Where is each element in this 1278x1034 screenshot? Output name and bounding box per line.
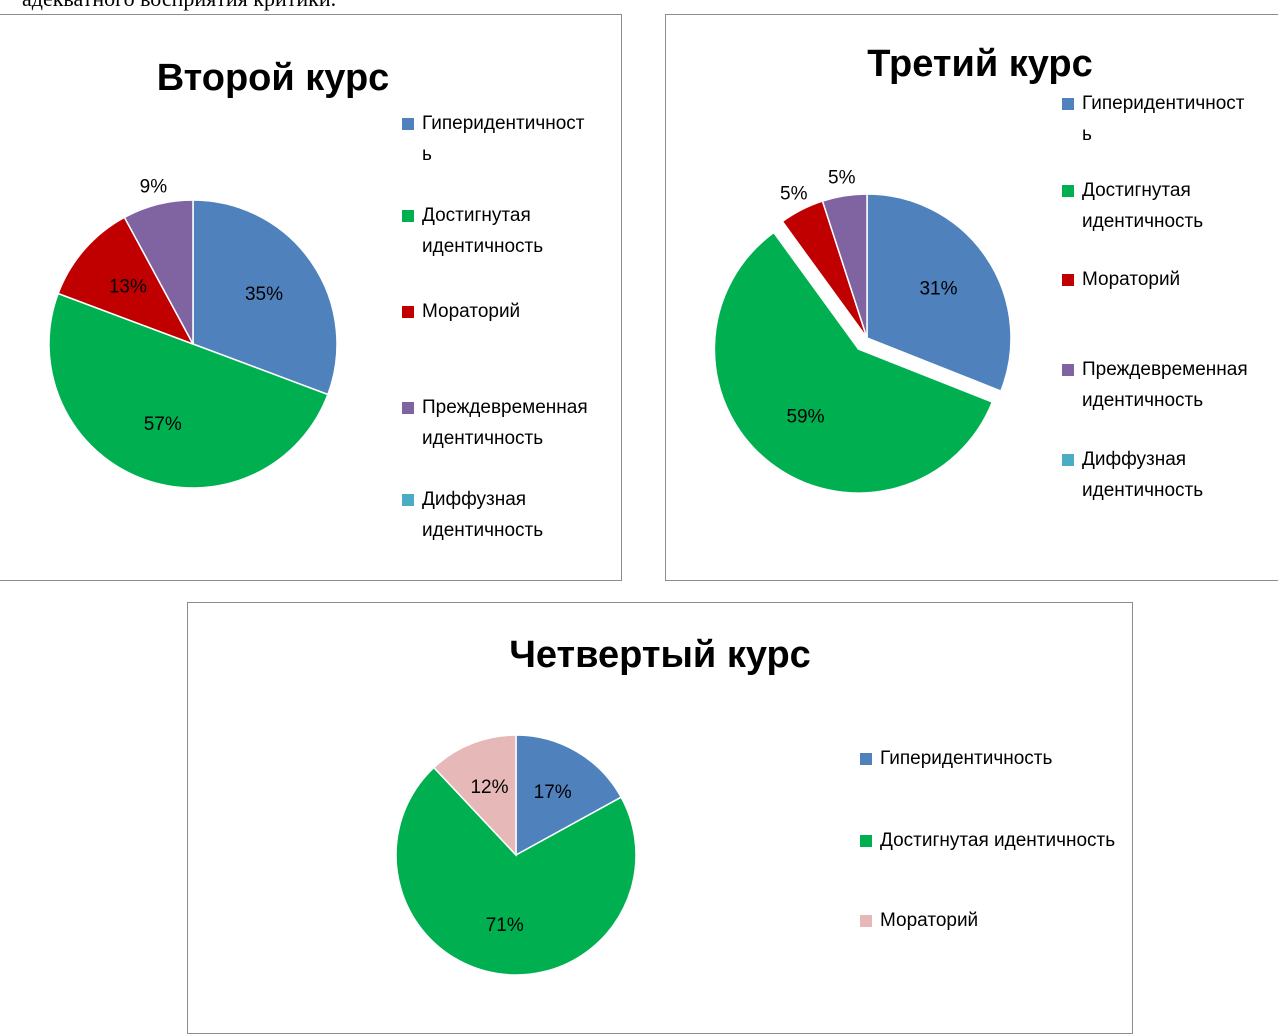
legend-swatch bbox=[1062, 274, 1074, 286]
data-label: 31% bbox=[919, 278, 957, 299]
legend-entry: Достигнутая идентичность bbox=[402, 200, 592, 262]
data-label: 17% bbox=[534, 782, 572, 803]
legend-label: Достигнутая идентичность bbox=[422, 205, 544, 257]
legend-swatch bbox=[1062, 364, 1074, 376]
legend-entry: Диффузная идентичность bbox=[1062, 444, 1252, 506]
legend-label: Преждевременная идентичность bbox=[422, 397, 588, 449]
legend-label: Достигнутая идентичность bbox=[880, 830, 1116, 851]
legend-label: Гиперидентичность bbox=[880, 748, 1053, 769]
legend-entry: Достигнутая идентичность bbox=[1062, 175, 1252, 237]
legend-label: Мораторий bbox=[880, 910, 979, 931]
legend-swatch bbox=[402, 306, 414, 318]
legend-label: Преждевременная идентичность bbox=[1082, 359, 1248, 411]
legend-swatch bbox=[1062, 185, 1074, 197]
legend-entry: Гиперидентичность bbox=[860, 743, 1120, 774]
legend-entry: Гиперидентичность bbox=[402, 108, 592, 170]
legend-label: Диффузная идентичность bbox=[422, 489, 544, 541]
legend-entry: Диффузная идентичность bbox=[402, 484, 592, 546]
pie-slice bbox=[432, 734, 517, 857]
legend-label: Гиперидентичность bbox=[1082, 93, 1245, 145]
legend-swatch bbox=[1062, 98, 1074, 110]
data-label: 35% bbox=[245, 284, 283, 305]
legend-swatch bbox=[860, 753, 872, 765]
legend-swatch bbox=[860, 835, 872, 847]
legend-label: Мораторий bbox=[1082, 269, 1181, 290]
data-label: 59% bbox=[786, 406, 824, 427]
legend-swatch bbox=[860, 915, 872, 927]
data-label: 5% bbox=[828, 168, 856, 189]
legend-entry: Преждевременная идентичность bbox=[402, 392, 592, 454]
legend-swatch bbox=[402, 494, 414, 506]
data-label: 12% bbox=[470, 777, 508, 798]
legend-swatch bbox=[402, 118, 414, 130]
legend-swatch bbox=[1062, 454, 1074, 466]
legend-label: Гиперидентичность bbox=[422, 113, 585, 165]
legend-swatch bbox=[402, 210, 414, 222]
text-fragment: адекватного восприятия критики. bbox=[22, 0, 336, 12]
legend-label: Мораторий bbox=[422, 301, 521, 322]
pie-slice bbox=[515, 734, 623, 857]
pie-slice bbox=[123, 199, 194, 345]
pie-slice bbox=[713, 231, 994, 494]
chart-title: Четвертый курс bbox=[509, 634, 811, 676]
pie-slice bbox=[821, 193, 868, 339]
chart-frame bbox=[187, 602, 1133, 1034]
legend-swatch bbox=[402, 402, 414, 414]
data-label: 71% bbox=[486, 915, 524, 936]
pie-slice bbox=[192, 199, 338, 396]
pie-slice bbox=[57, 216, 195, 346]
pie-slice bbox=[395, 766, 637, 976]
legend-entry: Достигнутая идентичность bbox=[860, 825, 1120, 856]
chart-title: Третий курс bbox=[867, 43, 1093, 85]
legend-entry: Мораторий bbox=[1062, 264, 1252, 295]
legend-entry: Мораторий bbox=[402, 296, 592, 327]
data-label: 57% bbox=[144, 414, 182, 435]
data-label: 5% bbox=[780, 183, 808, 204]
pie-slice bbox=[866, 193, 1012, 392]
legend-entry: Преждевременная идентичность bbox=[1062, 354, 1252, 416]
legend-label: Достигнутая идентичность bbox=[1082, 180, 1204, 232]
data-label: 13% bbox=[109, 276, 147, 297]
legend-entry: Гиперидентичность bbox=[1062, 88, 1252, 150]
legend-entry: Мораторий bbox=[860, 905, 1120, 936]
data-label: 9% bbox=[140, 177, 168, 198]
chart-title: Второй курс bbox=[157, 57, 390, 99]
legend-label: Диффузная идентичность bbox=[1082, 449, 1204, 501]
pie-slice bbox=[48, 292, 329, 489]
